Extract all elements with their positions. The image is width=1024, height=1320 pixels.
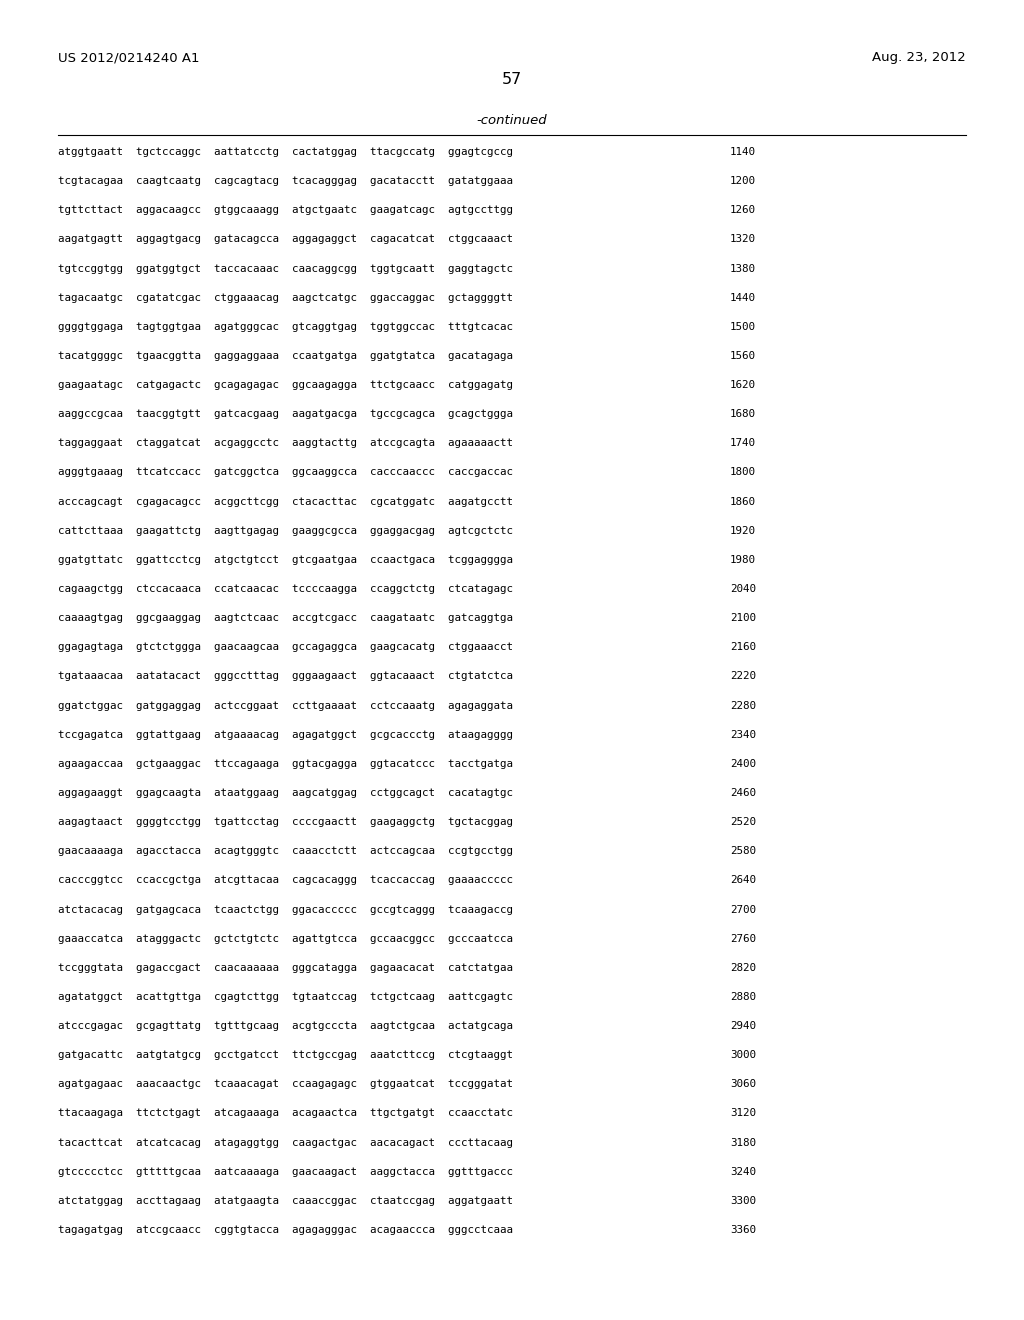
Text: 1200: 1200 bbox=[730, 176, 756, 186]
Text: agatatggct  acattgttga  cgagtcttgg  tgtaatccag  tctgctcaag  aattcgagtc: agatatggct acattgttga cgagtcttgg tgtaatc… bbox=[58, 991, 513, 1002]
Text: 2400: 2400 bbox=[730, 759, 756, 768]
Text: agatgagaac  aaacaactgc  tcaaacagat  ccaagagagc  gtggaatcat  tccgggatat: agatgagaac aaacaactgc tcaaacagat ccaagag… bbox=[58, 1080, 513, 1089]
Text: 1740: 1740 bbox=[730, 438, 756, 449]
Text: 1260: 1260 bbox=[730, 206, 756, 215]
Text: 2520: 2520 bbox=[730, 817, 756, 828]
Text: agaagaccaa  gctgaaggac  ttccagaaga  ggtacgagga  ggtacatccc  tacctgatga: agaagaccaa gctgaaggac ttccagaaga ggtacga… bbox=[58, 759, 513, 768]
Text: gatgacattc  aatgtatgcg  gcctgatcct  ttctgccgag  aaatcttccg  ctcgtaaggt: gatgacattc aatgtatgcg gcctgatcct ttctgcc… bbox=[58, 1051, 513, 1060]
Text: tccgagatca  ggtattgaag  atgaaaacag  agagatggct  gcgcaccctg  ataagagggg: tccgagatca ggtattgaag atgaaaacag agagatg… bbox=[58, 730, 513, 739]
Text: aggagaaggt  ggagcaagta  ataatggaag  aagcatggag  cctggcagct  cacatagtgc: aggagaaggt ggagcaagta ataatggaag aagcatg… bbox=[58, 788, 513, 799]
Text: 2040: 2040 bbox=[730, 583, 756, 594]
Text: 2160: 2160 bbox=[730, 643, 756, 652]
Text: US 2012/0214240 A1: US 2012/0214240 A1 bbox=[58, 51, 200, 65]
Text: 3060: 3060 bbox=[730, 1080, 756, 1089]
Text: 3000: 3000 bbox=[730, 1051, 756, 1060]
Text: 1800: 1800 bbox=[730, 467, 756, 478]
Text: 3180: 3180 bbox=[730, 1138, 756, 1147]
Text: caaaagtgag  ggcgaaggag  aagtctcaac  accgtcgacc  caagataatc  gatcaggtga: caaaagtgag ggcgaaggag aagtctcaac accgtcg… bbox=[58, 614, 513, 623]
Text: 2940: 2940 bbox=[730, 1022, 756, 1031]
Text: gtccccctcc  gtttttgcaa  aatcaaaaga  gaacaagact  aaggctacca  ggtttgaccc: gtccccctcc gtttttgcaa aatcaaaaga gaacaag… bbox=[58, 1167, 513, 1176]
Text: Aug. 23, 2012: Aug. 23, 2012 bbox=[872, 51, 966, 65]
Text: ggatctggac  gatggaggag  actccggaat  ccttgaaaat  cctccaaatg  agagaggata: ggatctggac gatggaggag actccggaat ccttgaa… bbox=[58, 701, 513, 710]
Text: gaagaatagc  catgagactc  gcagagagac  ggcaagagga  ttctgcaacc  catggagatg: gaagaatagc catgagactc gcagagagac ggcaaga… bbox=[58, 380, 513, 391]
Text: tccgggtata  gagaccgact  caacaaaaaa  gggcatagga  gagaacacat  catctatgaa: tccgggtata gagaccgact caacaaaaaa gggcata… bbox=[58, 962, 513, 973]
Text: 1980: 1980 bbox=[730, 554, 756, 565]
Text: aagatgagtt  aggagtgacg  gatacagcca  aggagaggct  cagacatcat  ctggcaaact: aagatgagtt aggagtgacg gatacagcca aggagag… bbox=[58, 235, 513, 244]
Text: tgtccggtgg  ggatggtgct  taccacaaac  caacaggcgg  tggtgcaatt  gaggtagctc: tgtccggtgg ggatggtgct taccacaaac caacagg… bbox=[58, 264, 513, 273]
Text: taggaggaat  ctaggatcat  acgaggcctc  aaggtacttg  atccgcagta  agaaaaactt: taggaggaat ctaggatcat acgaggcctc aaggtac… bbox=[58, 438, 513, 449]
Text: gaacaaaaga  agacctacca  acagtgggtc  caaacctctt  actccagcaa  ccgtgcctgg: gaacaaaaga agacctacca acagtgggtc caaacct… bbox=[58, 846, 513, 857]
Text: 1560: 1560 bbox=[730, 351, 756, 360]
Text: 1500: 1500 bbox=[730, 322, 756, 331]
Text: atctacacag  gatgagcaca  tcaactctgg  ggacaccccc  gccgtcaggg  tcaaagaccg: atctacacag gatgagcaca tcaactctgg ggacacc… bbox=[58, 904, 513, 915]
Text: tacacttcat  atcatcacag  atagaggtgg  caagactgac  aacacagact  cccttacaag: tacacttcat atcatcacag atagaggtgg caagact… bbox=[58, 1138, 513, 1147]
Text: agggtgaaag  ttcatccacc  gatcggctca  ggcaaggcca  cacccaaccc  caccgaccac: agggtgaaag ttcatccacc gatcggctca ggcaagg… bbox=[58, 467, 513, 478]
Text: atggtgaatt  tgctccaggc  aattatcctg  cactatggag  ttacgccatg  ggagtcgccg: atggtgaatt tgctccaggc aattatcctg cactatg… bbox=[58, 147, 513, 157]
Text: 1320: 1320 bbox=[730, 235, 756, 244]
Text: 2340: 2340 bbox=[730, 730, 756, 739]
Text: cacccggtcc  ccaccgctga  atcgttacaa  cagcacaggg  tcaccaccag  gaaaaccccc: cacccggtcc ccaccgctga atcgttacaa cagcaca… bbox=[58, 875, 513, 886]
Text: 3300: 3300 bbox=[730, 1196, 756, 1206]
Text: acccagcagt  cgagacagcc  acggcttcgg  ctacacttac  cgcatggatc  aagatgcctt: acccagcagt cgagacagcc acggcttcgg ctacact… bbox=[58, 496, 513, 507]
Text: gaaaccatca  atagggactc  gctctgtctc  agattgtcca  gccaacggcc  gcccaatcca: gaaaccatca atagggactc gctctgtctc agattgt… bbox=[58, 933, 513, 944]
Text: aagagtaact  ggggtcctgg  tgattcctag  ccccgaactt  gaagaggctg  tgctacggag: aagagtaact ggggtcctgg tgattcctag ccccgaa… bbox=[58, 817, 513, 828]
Text: tgataaacaa  aatatacact  gggcctttag  gggaagaact  ggtacaaact  ctgtatctca: tgataaacaa aatatacact gggcctttag gggaaga… bbox=[58, 672, 513, 681]
Text: 1440: 1440 bbox=[730, 293, 756, 302]
Text: 2220: 2220 bbox=[730, 672, 756, 681]
Text: 3120: 3120 bbox=[730, 1109, 756, 1118]
Text: 1620: 1620 bbox=[730, 380, 756, 391]
Text: 1140: 1140 bbox=[730, 147, 756, 157]
Text: 2580: 2580 bbox=[730, 846, 756, 857]
Text: 2280: 2280 bbox=[730, 701, 756, 710]
Text: aaggccgcaa  taacggtgtt  gatcacgaag  aagatgacga  tgccgcagca  gcagctggga: aaggccgcaa taacggtgtt gatcacgaag aagatga… bbox=[58, 409, 513, 420]
Text: cattcttaaa  gaagattctg  aagttgagag  gaaggcgcca  ggaggacgag  agtcgctctc: cattcttaaa gaagattctg aagttgagag gaaggcg… bbox=[58, 525, 513, 536]
Text: 1860: 1860 bbox=[730, 496, 756, 507]
Text: ttacaagaga  ttctctgagt  atcagaaaga  acagaactca  ttgctgatgt  ccaacctatc: ttacaagaga ttctctgagt atcagaaaga acagaac… bbox=[58, 1109, 513, 1118]
Text: 2880: 2880 bbox=[730, 991, 756, 1002]
Text: atcccgagac  gcgagttatg  tgtttgcaag  acgtgcccta  aagtctgcaa  actatgcaga: atcccgagac gcgagttatg tgtttgcaag acgtgcc… bbox=[58, 1022, 513, 1031]
Text: tagacaatgc  cgatatcgac  ctggaaacag  aagctcatgc  ggaccaggac  gctaggggtt: tagacaatgc cgatatcgac ctggaaacag aagctca… bbox=[58, 293, 513, 302]
Text: tcgtacagaa  caagtcaatg  cagcagtacg  tcacagggag  gacatacctt  gatatggaaa: tcgtacagaa caagtcaatg cagcagtacg tcacagg… bbox=[58, 176, 513, 186]
Text: ggatgttatc  ggattcctcg  atgctgtcct  gtcgaatgaa  ccaactgaca  tcggagggga: ggatgttatc ggattcctcg atgctgtcct gtcgaat… bbox=[58, 554, 513, 565]
Text: 1380: 1380 bbox=[730, 264, 756, 273]
Text: 57: 57 bbox=[502, 73, 522, 87]
Text: ggagagtaga  gtctctggga  gaacaagcaa  gccagaggca  gaagcacatg  ctggaaacct: ggagagtaga gtctctggga gaacaagcaa gccagag… bbox=[58, 643, 513, 652]
Text: 1920: 1920 bbox=[730, 525, 756, 536]
Text: -continued: -continued bbox=[477, 114, 547, 127]
Text: 2100: 2100 bbox=[730, 614, 756, 623]
Text: 2820: 2820 bbox=[730, 962, 756, 973]
Text: tagagatgag  atccgcaacc  cggtgtacca  agagagggac  acagaaccca  gggcctcaaa: tagagatgag atccgcaacc cggtgtacca agagagg… bbox=[58, 1225, 513, 1236]
Text: 1680: 1680 bbox=[730, 409, 756, 420]
Text: 3360: 3360 bbox=[730, 1225, 756, 1236]
Text: 2700: 2700 bbox=[730, 904, 756, 915]
Text: 2460: 2460 bbox=[730, 788, 756, 799]
Text: atctatggag  accttagaag  atatgaagta  caaaccggac  ctaatccgag  aggatgaatt: atctatggag accttagaag atatgaagta caaaccg… bbox=[58, 1196, 513, 1206]
Text: 2760: 2760 bbox=[730, 933, 756, 944]
Text: 3240: 3240 bbox=[730, 1167, 756, 1176]
Text: cagaagctgg  ctccacaaca  ccatcaacac  tccccaagga  ccaggctctg  ctcatagagc: cagaagctgg ctccacaaca ccatcaacac tccccaa… bbox=[58, 583, 513, 594]
Text: 2640: 2640 bbox=[730, 875, 756, 886]
Text: tgttcttact  aggacaagcc  gtggcaaagg  atgctgaatc  gaagatcagc  agtgccttgg: tgttcttact aggacaagcc gtggcaaagg atgctga… bbox=[58, 206, 513, 215]
Text: tacatggggc  tgaacggtta  gaggaggaaa  ccaatgatga  ggatgtatca  gacatagaga: tacatggggc tgaacggtta gaggaggaaa ccaatga… bbox=[58, 351, 513, 360]
Text: ggggtggaga  tagtggtgaa  agatgggcac  gtcaggtgag  tggtggccac  tttgtcacac: ggggtggaga tagtggtgaa agatgggcac gtcaggt… bbox=[58, 322, 513, 331]
